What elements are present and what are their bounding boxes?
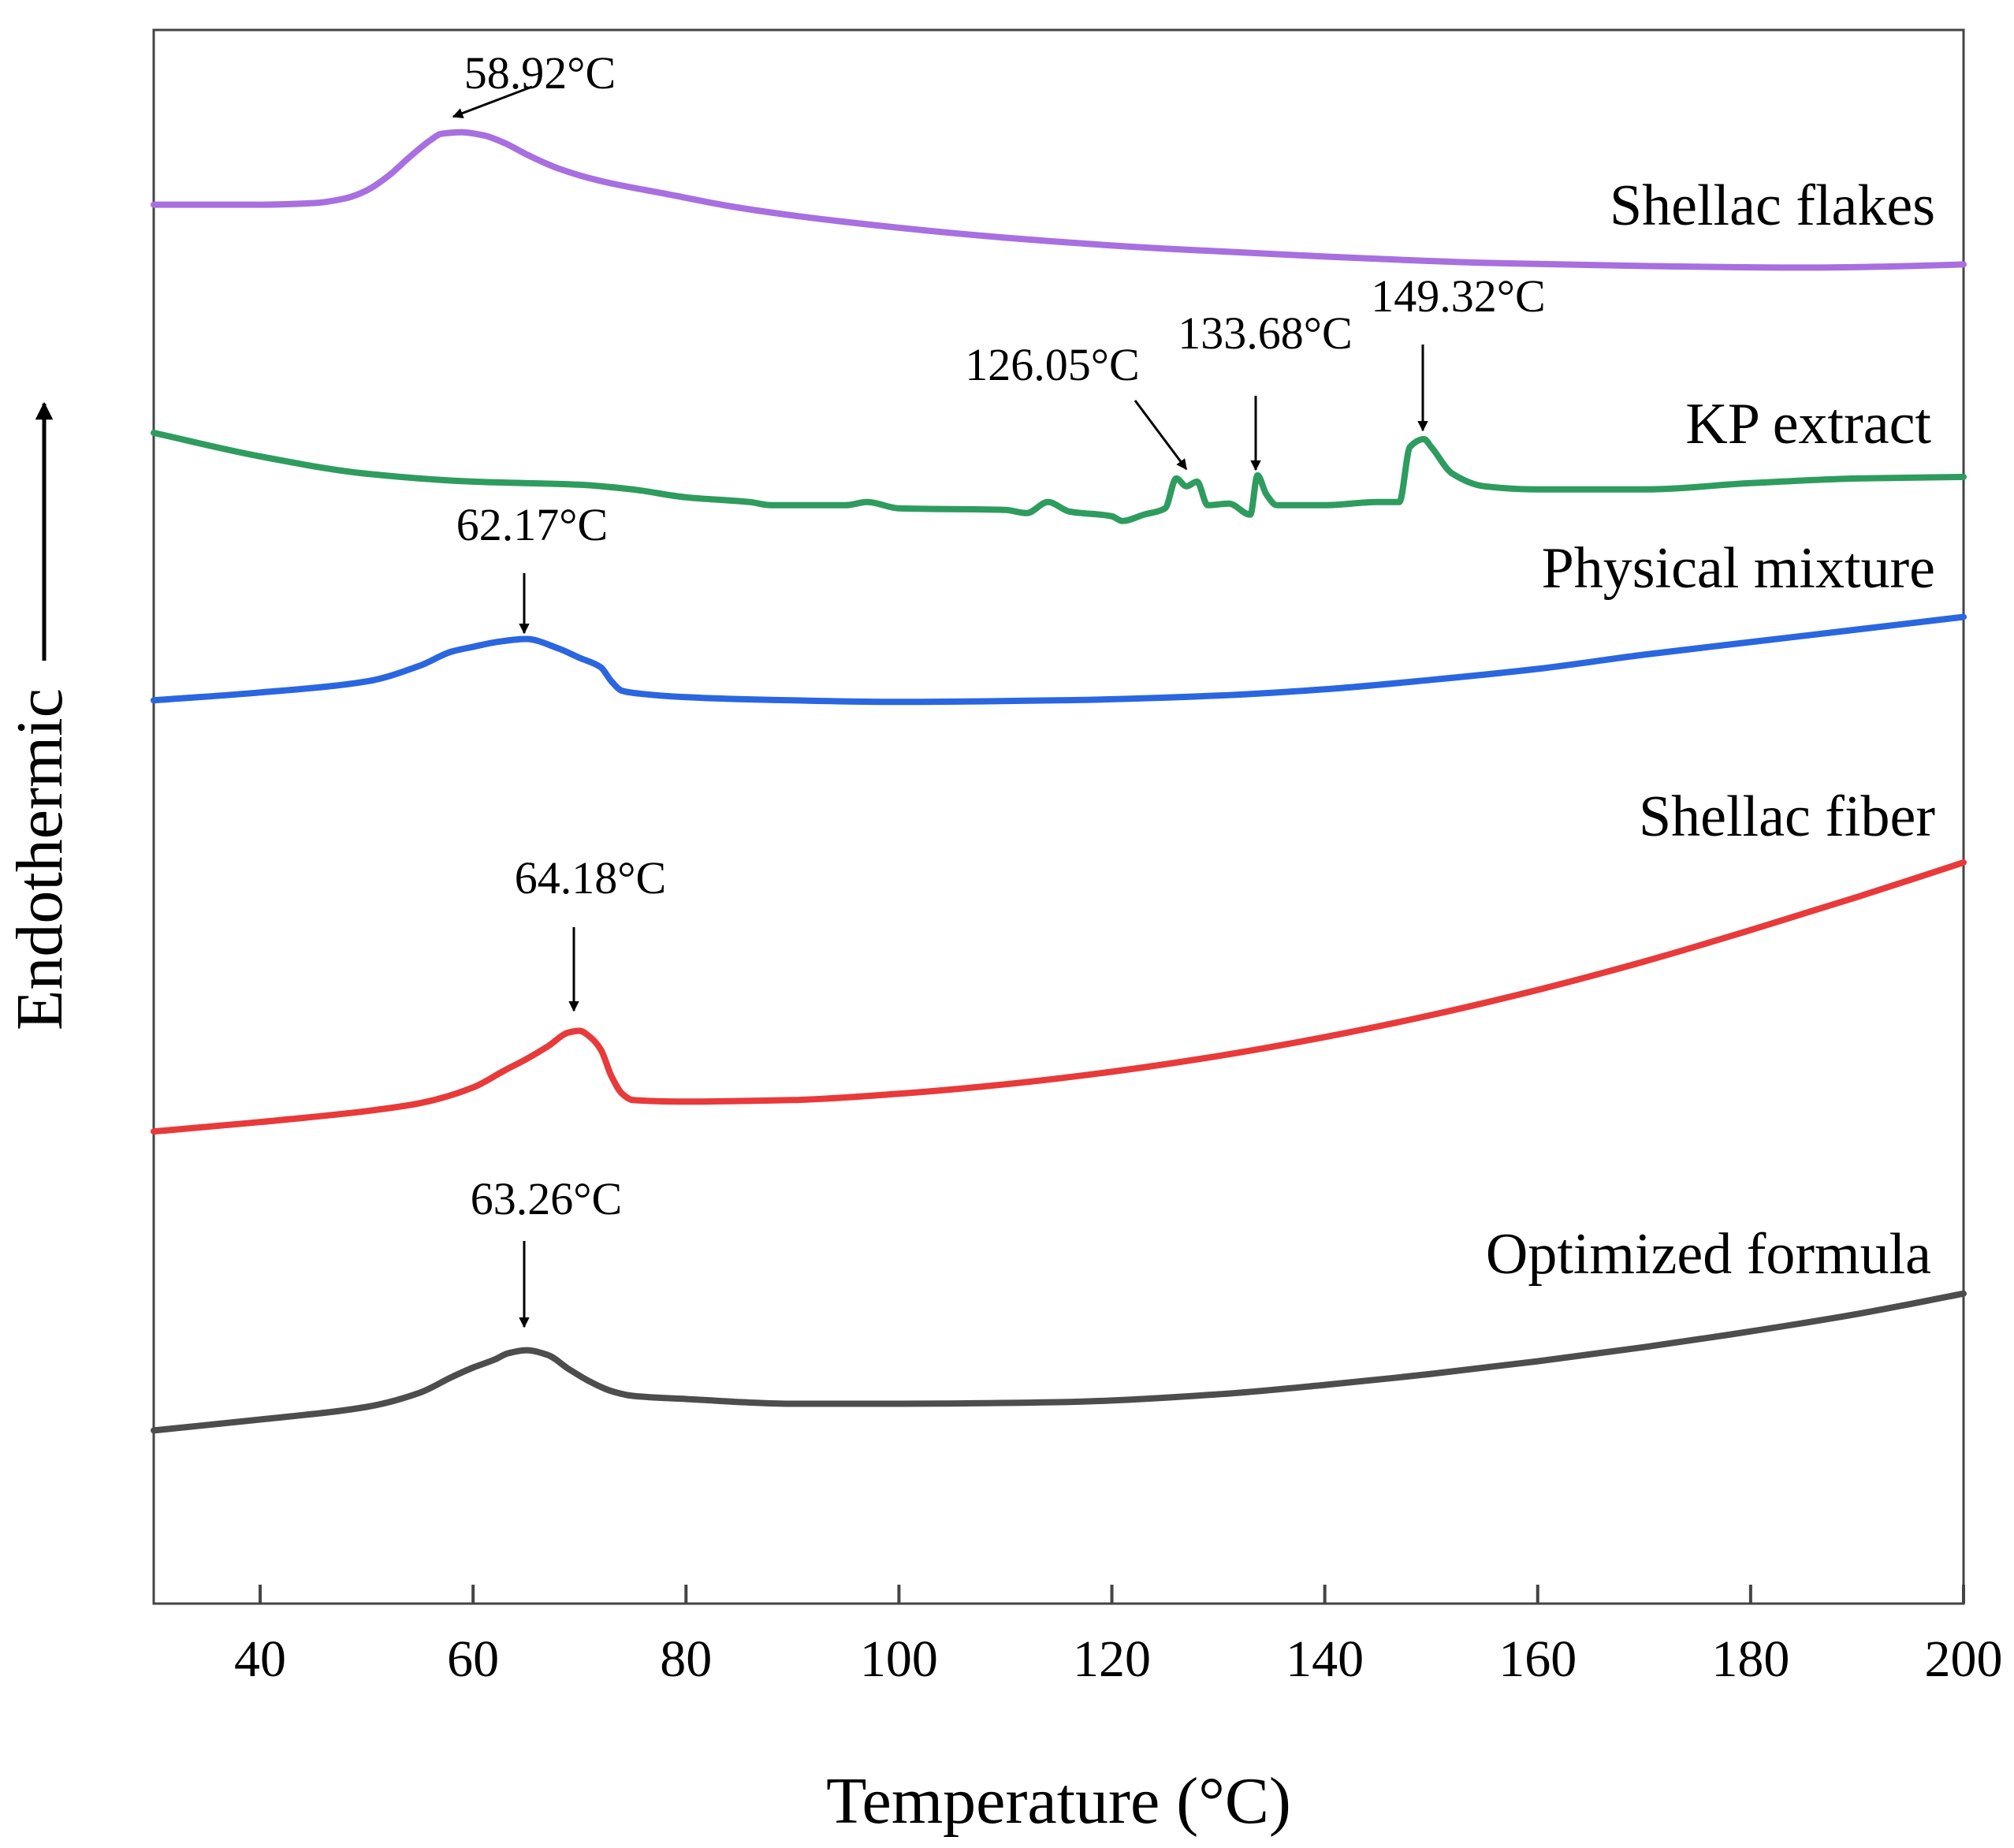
x-tick-label-100: 100 xyxy=(860,1630,938,1688)
annotation-arrow-126-05c xyxy=(1134,400,1188,471)
series-label-kp-extract: KP extract xyxy=(1685,392,1931,456)
series-label-shellac-fiber: Shellac fiber xyxy=(1639,784,1935,849)
annotation-label-126-05c: 126.05°C xyxy=(965,339,1139,390)
curve-physical-mixture xyxy=(151,613,1967,706)
curve-shellac-fiber xyxy=(151,859,1967,1135)
plot-frame xyxy=(152,28,1965,1605)
annotation-label-63-26c: 63.26°C xyxy=(471,1173,622,1224)
curves-group xyxy=(151,129,1967,1434)
x-axis-ticks: 40 60 80 100 120 140 160 180 200 xyxy=(234,1585,2003,1688)
x-axis-title: Temperature (°C) xyxy=(826,1764,1291,1838)
series-label-optimized-formula: Optimized formula xyxy=(1486,1222,1931,1287)
annotation-label-64-18c: 64.18°C xyxy=(515,852,666,904)
annotation-label-149-32c: 149.32°C xyxy=(1371,270,1545,322)
series-label-shellac-flakes: Shellac flakes xyxy=(1610,173,1935,238)
curve-kp-extract xyxy=(151,430,1967,524)
series-label-physical-mixture: Physical mixture xyxy=(1542,536,1935,601)
x-tick-label-80: 80 xyxy=(660,1630,712,1688)
annotation-label-133-68c: 133.68°C xyxy=(1178,307,1352,359)
annotation-label-58-92c: 58.92°C xyxy=(464,47,616,99)
annotations-group: 58.92°C 126.05°C 133.68°C 149.32°C 62.17°C 64… xyxy=(452,47,1546,1328)
annotation-label-62-17c: 62.17°C xyxy=(456,499,608,550)
y-axis-title: Endothermic xyxy=(3,688,76,1030)
series-labels-group: Shellac flakes KP extract Physical mixture… xyxy=(1486,173,1935,1287)
curve-optimized-formula xyxy=(151,1290,1967,1434)
annotation-arrow-58-92c xyxy=(452,85,533,118)
curve-shellac-flakes xyxy=(151,129,1967,271)
x-tick-label-60: 60 xyxy=(447,1630,499,1688)
x-tick-label-180: 180 xyxy=(1711,1630,1789,1688)
x-tick-label-140: 140 xyxy=(1286,1630,1364,1688)
x-tick-label-120: 120 xyxy=(1073,1630,1151,1688)
x-tick-label-40: 40 xyxy=(234,1630,286,1688)
x-tick-label-160: 160 xyxy=(1498,1630,1577,1688)
x-tick-label-200: 200 xyxy=(1925,1630,2003,1688)
